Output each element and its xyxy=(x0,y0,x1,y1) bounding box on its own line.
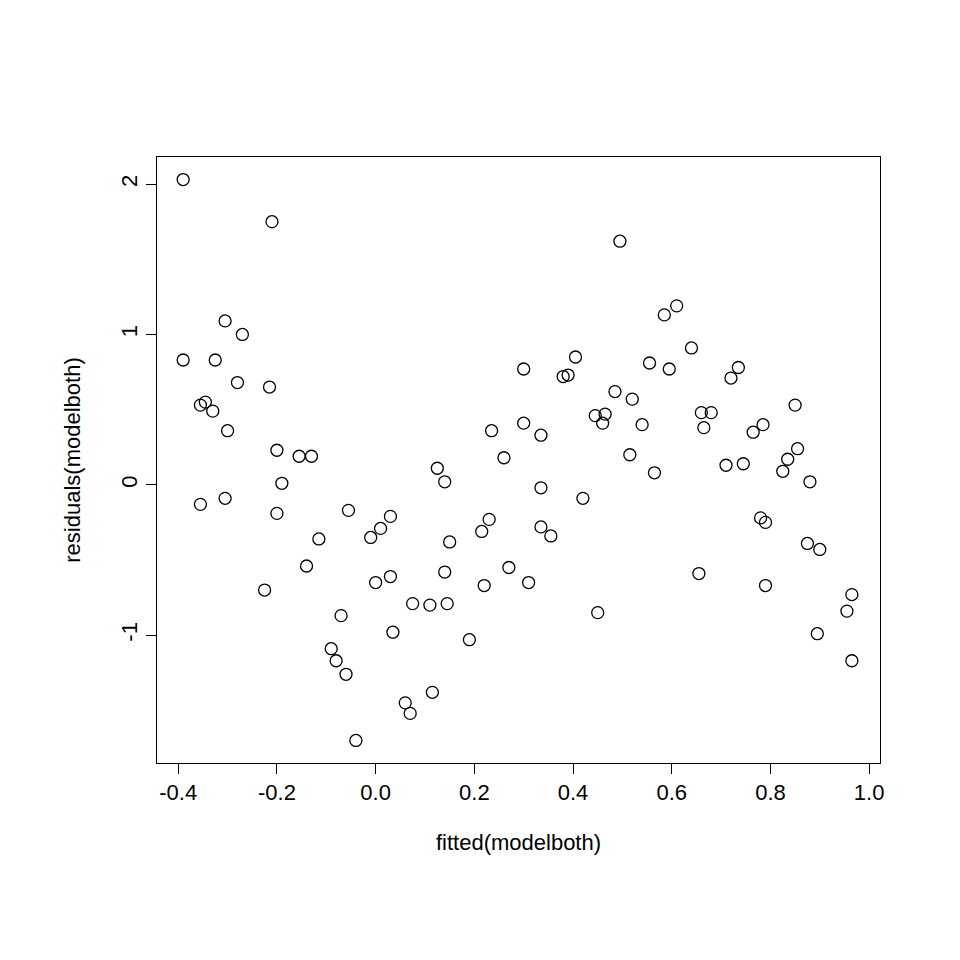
svg-text:0.2: 0.2 xyxy=(459,780,490,805)
svg-text:-0.2: -0.2 xyxy=(258,780,296,805)
svg-text:-0.4: -0.4 xyxy=(159,780,197,805)
svg-text:0: 0 xyxy=(117,475,142,487)
svg-text:residuals(modelboth): residuals(modelboth) xyxy=(60,357,85,562)
svg-text:2: 2 xyxy=(117,175,142,187)
svg-text:0.0: 0.0 xyxy=(360,780,391,805)
svg-text:0.8: 0.8 xyxy=(755,780,786,805)
svg-text:0.6: 0.6 xyxy=(656,780,687,805)
svg-text:1.0: 1.0 xyxy=(854,780,885,805)
svg-text:1: 1 xyxy=(117,325,142,337)
svg-text:-1: -1 xyxy=(117,622,142,642)
svg-text:fitted(modelboth): fitted(modelboth) xyxy=(436,830,601,855)
svg-text:0.4: 0.4 xyxy=(558,780,589,805)
